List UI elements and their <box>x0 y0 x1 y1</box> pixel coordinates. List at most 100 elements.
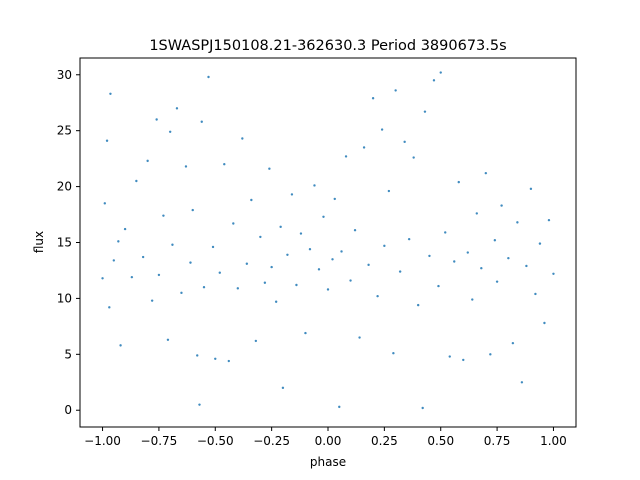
data-point <box>383 244 386 248</box>
data-point <box>290 193 294 196</box>
data-point <box>232 222 235 225</box>
y-tick-label: 10 <box>57 291 72 305</box>
data-point <box>516 221 519 224</box>
data-point <box>421 406 424 410</box>
data-point <box>279 225 282 229</box>
y-tick-label: 25 <box>57 124 72 138</box>
data-point <box>218 271 221 274</box>
data-point <box>304 331 307 335</box>
data-point <box>480 267 483 270</box>
data-point <box>308 248 312 251</box>
data-point <box>416 303 420 307</box>
x-tick-label: −1.00 <box>84 434 121 448</box>
x-tick-label: 0.75 <box>484 434 511 448</box>
data-point <box>130 275 134 279</box>
data-point <box>387 189 391 193</box>
data-point <box>444 231 447 234</box>
data-point <box>112 259 116 262</box>
data-point <box>200 120 203 123</box>
y-tick-label: 15 <box>57 236 72 250</box>
y-axis: 0 5 10 15 20 25 30 <box>57 68 80 417</box>
data-point <box>493 239 497 242</box>
data-point <box>117 240 120 243</box>
data-point <box>500 204 503 207</box>
data-point <box>286 253 289 256</box>
data-point <box>227 359 230 363</box>
chart-title: 1SWASPJ150108.21-362630.3 Period 3890673… <box>149 38 506 54</box>
data-point <box>123 227 127 231</box>
data-point <box>362 146 366 149</box>
data-point <box>376 294 379 298</box>
data-point <box>439 71 442 74</box>
y-tick-label: 5 <box>64 347 72 361</box>
data-point <box>198 403 201 406</box>
data-point <box>457 180 460 184</box>
data-point <box>466 251 469 254</box>
x-tick-label: 0.50 <box>427 434 454 448</box>
data-point <box>150 299 154 302</box>
data-point <box>520 381 524 384</box>
data-point <box>394 89 397 92</box>
data-point <box>313 184 316 187</box>
data-point <box>207 75 210 79</box>
y-axis-label: flux <box>32 231 46 253</box>
data-point <box>534 292 537 296</box>
data-point <box>119 344 122 347</box>
data-point <box>392 352 395 355</box>
data-point <box>412 156 415 159</box>
y-tick-label: 30 <box>57 68 72 82</box>
data-point <box>108 306 111 309</box>
data-point <box>135 179 138 183</box>
data-point <box>349 279 352 282</box>
data-point <box>462 358 465 362</box>
data-point <box>105 139 109 142</box>
data-point <box>543 321 546 325</box>
data-point <box>189 261 192 264</box>
data-point <box>146 159 149 163</box>
x-axis: −1.00 −0.75 −0.50 −0.25 0.00 0.25 0.50 0.75 1.00 <box>84 427 567 448</box>
data-point <box>484 171 488 175</box>
data-point <box>270 265 273 269</box>
y-tick-label: 0 <box>64 403 72 417</box>
data-point <box>317 268 321 271</box>
data-point <box>214 357 217 360</box>
data-point <box>525 264 528 268</box>
x-tick-label: 0.00 <box>315 434 342 448</box>
data-point <box>168 130 172 133</box>
data-point <box>437 284 440 288</box>
data-point <box>175 107 179 110</box>
data-point <box>448 355 451 358</box>
data-point <box>453 260 456 263</box>
data-point <box>403 140 406 144</box>
data-point <box>507 256 510 260</box>
scatter-points <box>101 71 555 410</box>
data-point <box>103 202 107 205</box>
data-point <box>398 270 402 273</box>
data-point <box>223 163 226 166</box>
data-point <box>358 336 361 339</box>
data-point <box>295 283 298 287</box>
data-point <box>281 386 285 390</box>
data-point <box>211 245 215 249</box>
data-point <box>511 341 515 345</box>
data-point <box>552 272 555 276</box>
data-point <box>141 255 145 259</box>
data-point <box>180 291 183 295</box>
data-point <box>191 208 194 212</box>
data-point <box>475 212 478 215</box>
x-tick-label: 1.00 <box>540 434 567 448</box>
data-point <box>250 198 253 202</box>
data-point <box>157 273 161 277</box>
x-tick-label: −0.50 <box>197 434 234 448</box>
data-point <box>259 235 262 239</box>
data-point <box>407 237 411 241</box>
data-point <box>529 187 533 191</box>
data-point <box>340 250 343 253</box>
data-point <box>268 167 271 170</box>
data-point <box>263 281 267 284</box>
data-point <box>353 229 357 232</box>
data-point <box>184 165 188 168</box>
data-point <box>109 92 112 95</box>
